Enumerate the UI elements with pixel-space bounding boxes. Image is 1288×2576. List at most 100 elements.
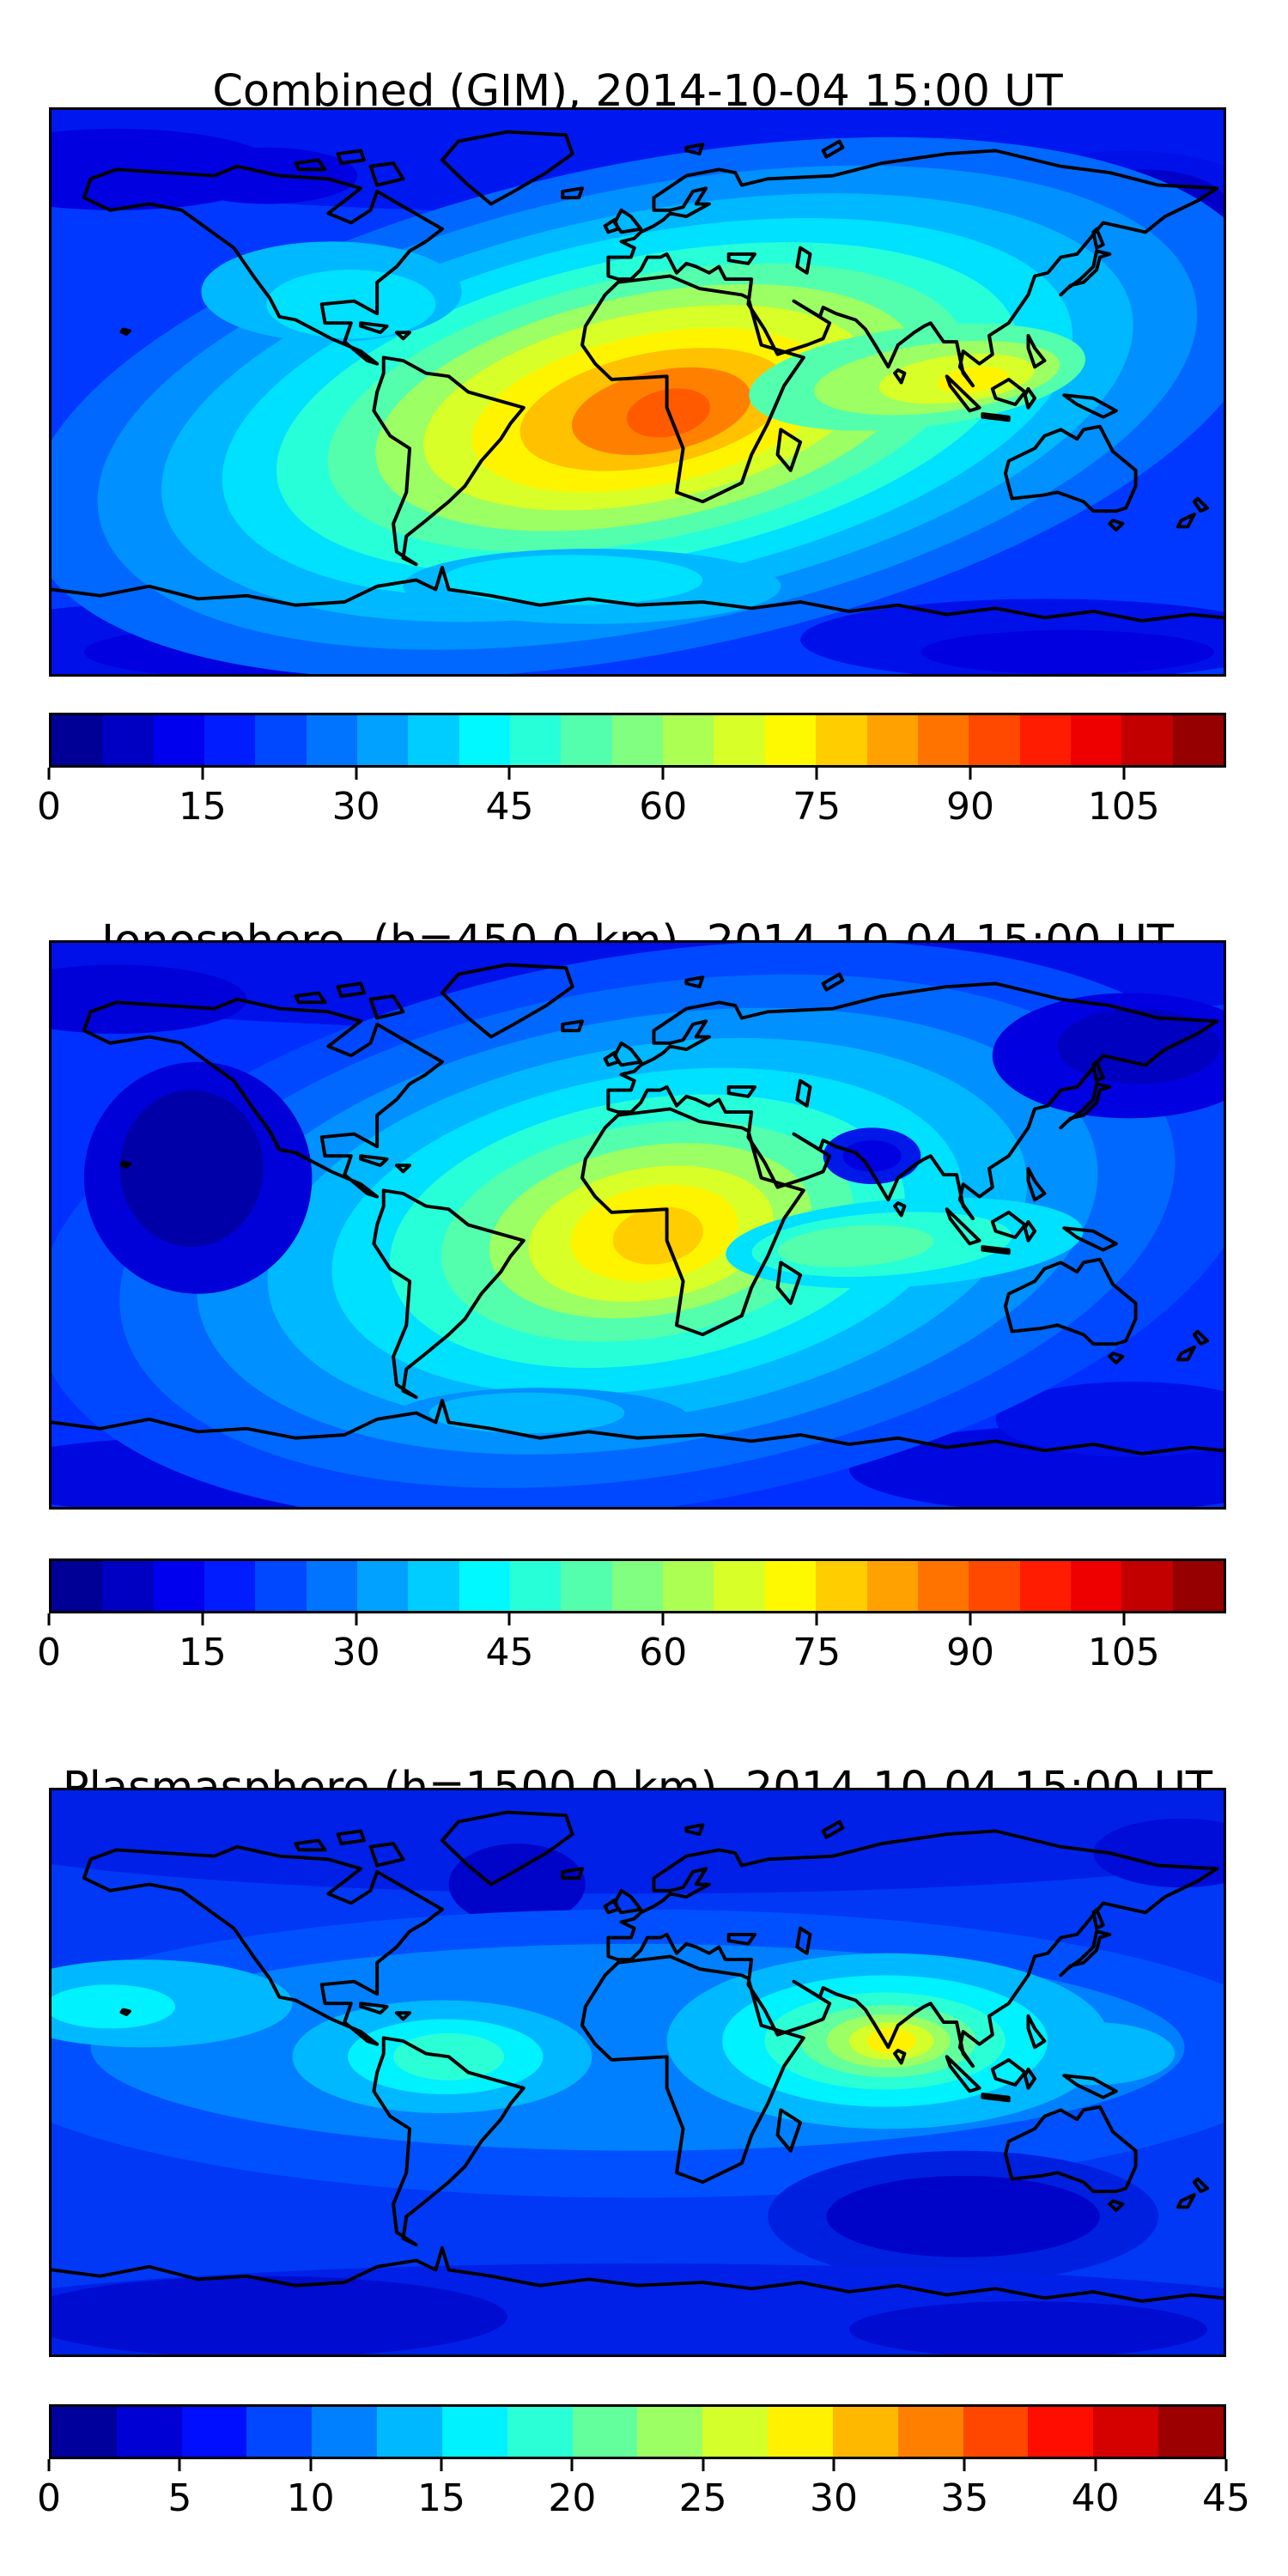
colorbar-tick-label: 75 xyxy=(793,785,841,829)
colorbar-segment xyxy=(153,715,205,765)
colorbar-tick-mark xyxy=(507,1613,511,1625)
colorbar-tick-mark xyxy=(47,1613,51,1625)
colorbar-segment xyxy=(561,715,612,765)
colorbar-tick-label: 5 xyxy=(167,2476,192,2520)
colorbar-tick-label: 0 xyxy=(37,785,61,829)
colorbar-segment xyxy=(459,1561,511,1611)
colorbar-segment xyxy=(1172,715,1224,765)
colorbar-segment xyxy=(897,2407,963,2457)
colorbar-segment xyxy=(866,1561,918,1611)
colorbar-tick-mark xyxy=(309,2459,313,2471)
colorbar-tick-label: 35 xyxy=(940,2476,989,2520)
colorbar-tick-mark xyxy=(201,1613,204,1625)
map-plasmasphere xyxy=(49,1788,1226,2357)
colorbar-tick-mark xyxy=(969,1613,972,1625)
colorbar-segment xyxy=(1070,1561,1122,1611)
colorbar-segment xyxy=(357,1561,409,1611)
colorbar-segment xyxy=(969,715,1020,765)
colorbar-area-plasmasphere: 0 5 10 15 20 25 30 35 40 45 xyxy=(37,2404,1250,2554)
colorbar-tick-label: 20 xyxy=(548,2476,597,2520)
colorbar-segment xyxy=(1172,1561,1224,1611)
colorbar-tick-label: 30 xyxy=(331,1631,380,1674)
colorbar-segment xyxy=(204,1561,256,1611)
colorbar-tick-label: 60 xyxy=(639,1631,688,1674)
colorbar-segment xyxy=(153,1561,205,1611)
colorbar-area-combined: 0 15 30 45 60 75 90 105 xyxy=(37,713,1226,862)
colorbar-segment xyxy=(510,1561,562,1611)
colorbar-segment xyxy=(459,715,511,765)
colorbar-tick-mark xyxy=(201,768,204,780)
colorbar-tick-mark xyxy=(47,768,51,780)
world-contour-map-plasmasphere xyxy=(52,1790,1224,2354)
colorbar-tick-label: 105 xyxy=(1087,1631,1160,1674)
colorbar-tick-mark xyxy=(815,1613,818,1625)
colorbar-tick-mark xyxy=(702,2459,705,2471)
colorbar-segment xyxy=(408,715,459,765)
colorbar-tick-label: 0 xyxy=(37,2476,61,2520)
colorbar-segment xyxy=(52,1561,103,1611)
colorbar-segment xyxy=(306,1561,358,1611)
colorbar-segment xyxy=(255,715,307,765)
colorbar-segment xyxy=(1121,715,1173,765)
colorbar-segment xyxy=(102,715,154,765)
colorbar-segment xyxy=(714,1561,765,1611)
colorbar-segment xyxy=(1028,2407,1094,2457)
colorbar-plasmasphere xyxy=(49,2404,1226,2459)
colorbar-tick-mark xyxy=(355,768,358,780)
colorbar-segment xyxy=(441,2407,507,2457)
colorbar-tick-label: 15 xyxy=(417,2476,465,2520)
colorbar-segment xyxy=(832,2407,898,2457)
colorbar-area-ionosphere: 0 15 30 45 60 75 90 105 xyxy=(37,1558,1226,1708)
colorbar-segment xyxy=(1121,1561,1173,1611)
colorbar-segment xyxy=(306,715,358,765)
colorbar-segment xyxy=(312,2407,378,2457)
colorbar-segment xyxy=(1019,715,1071,765)
colorbar-tick-mark xyxy=(963,2459,966,2471)
colorbar-segment xyxy=(611,1561,664,1611)
colorbar-tick-mark xyxy=(507,768,511,780)
colorbar-tick-mark xyxy=(355,1613,358,1625)
colorbar-ionosphere xyxy=(49,1558,1226,1613)
colorbar-segment xyxy=(52,2407,117,2457)
colorbar-segment xyxy=(1070,715,1122,765)
colorbar-segment xyxy=(116,2407,182,2457)
colorbar-segment xyxy=(816,1561,867,1611)
colorbar-segment xyxy=(637,2407,703,2457)
colorbar-tick-label: 40 xyxy=(1071,2476,1120,2520)
world-contour-map-ionosphere xyxy=(52,943,1224,1507)
colorbar-tick-mark xyxy=(570,2459,574,2471)
colorbar-segment xyxy=(1158,2407,1224,2457)
colorbar-segment xyxy=(816,715,867,765)
colorbar-segment xyxy=(377,2407,442,2457)
colorbar-segment xyxy=(963,2407,1029,2457)
colorbar-segment xyxy=(917,1561,969,1611)
map-ionosphere xyxy=(49,940,1226,1510)
colorbar-segment xyxy=(510,715,562,765)
colorbar-tick-mark xyxy=(1224,2459,1228,2471)
colorbar-segment xyxy=(702,2407,769,2457)
colorbar-tick-mark xyxy=(815,768,818,780)
colorbar-segment xyxy=(768,2407,833,2457)
colorbar-ticks-ionosphere: 0 15 30 45 60 75 90 105 xyxy=(37,1613,1226,1708)
map-combined xyxy=(49,107,1226,677)
colorbar-segment xyxy=(572,2407,638,2457)
colorbar-tick-mark xyxy=(1122,1613,1126,1625)
colorbar-segment xyxy=(181,2407,247,2457)
colorbar-segment xyxy=(561,1561,612,1611)
colorbar-tick-label: 45 xyxy=(485,1631,534,1674)
colorbar-tick-mark xyxy=(969,768,972,780)
colorbar-tick-label: 30 xyxy=(331,785,380,829)
colorbar-tick-label: 75 xyxy=(793,1631,841,1674)
colorbar-segment xyxy=(52,715,103,765)
colorbar-tick-label: 90 xyxy=(945,1631,994,1674)
colorbar-tick-label: 15 xyxy=(178,1631,227,1674)
colorbar-tick-label: 30 xyxy=(810,2476,858,2520)
colorbar-tick-mark xyxy=(832,2459,835,2471)
colorbar-segment xyxy=(764,715,817,765)
colorbar-ticks-plasmasphere: 0 5 10 15 20 25 30 35 40 45 xyxy=(37,2459,1250,2554)
world-contour-map-combined xyxy=(52,110,1224,674)
colorbar-tick-label: 0 xyxy=(37,1631,61,1674)
colorbar-tick-mark xyxy=(47,2459,51,2471)
colorbar-tick-mark xyxy=(178,2459,181,2471)
